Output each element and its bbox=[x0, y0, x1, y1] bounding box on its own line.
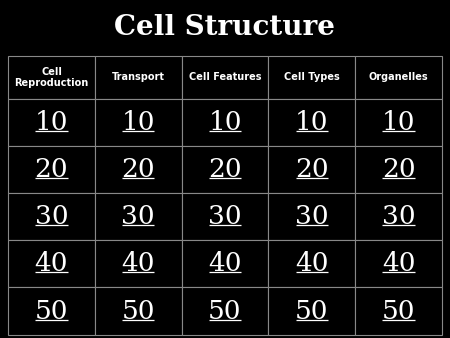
Text: Organelles: Organelles bbox=[369, 72, 428, 82]
Bar bbox=[268, 56, 355, 99]
Bar bbox=[95, 146, 182, 193]
Text: 30: 30 bbox=[35, 204, 68, 229]
Text: 20: 20 bbox=[35, 157, 68, 182]
Text: 40: 40 bbox=[382, 251, 415, 276]
Bar bbox=[268, 240, 355, 288]
Text: Cell Structure: Cell Structure bbox=[114, 14, 336, 41]
Text: 50: 50 bbox=[382, 298, 415, 323]
Bar bbox=[268, 288, 355, 335]
Text: Transport: Transport bbox=[112, 72, 165, 82]
Bar bbox=[8, 99, 95, 146]
Text: 50: 50 bbox=[122, 298, 155, 323]
Bar bbox=[182, 193, 268, 240]
Text: 30: 30 bbox=[208, 204, 242, 229]
Text: 30: 30 bbox=[122, 204, 155, 229]
Bar bbox=[95, 99, 182, 146]
Text: 20: 20 bbox=[295, 157, 328, 182]
Text: 50: 50 bbox=[295, 298, 328, 323]
Bar bbox=[182, 146, 268, 193]
Bar bbox=[8, 146, 95, 193]
Bar bbox=[182, 56, 268, 99]
Bar bbox=[355, 193, 442, 240]
Text: 10: 10 bbox=[295, 110, 328, 135]
Bar bbox=[355, 240, 442, 288]
Text: Cell Types: Cell Types bbox=[284, 72, 340, 82]
Bar bbox=[8, 193, 95, 240]
Bar bbox=[95, 240, 182, 288]
Bar bbox=[355, 99, 442, 146]
Text: 10: 10 bbox=[208, 110, 242, 135]
Bar bbox=[355, 288, 442, 335]
Text: 30: 30 bbox=[382, 204, 415, 229]
Text: 10: 10 bbox=[382, 110, 415, 135]
Bar bbox=[95, 56, 182, 99]
Text: 50: 50 bbox=[35, 298, 68, 323]
Bar bbox=[95, 193, 182, 240]
Bar bbox=[355, 56, 442, 99]
Text: 20: 20 bbox=[382, 157, 415, 182]
Text: 50: 50 bbox=[208, 298, 242, 323]
Text: 10: 10 bbox=[35, 110, 68, 135]
Text: 40: 40 bbox=[35, 251, 68, 276]
Text: 40: 40 bbox=[295, 251, 328, 276]
Bar bbox=[355, 146, 442, 193]
Text: 40: 40 bbox=[208, 251, 242, 276]
Bar bbox=[268, 146, 355, 193]
Bar bbox=[268, 99, 355, 146]
Bar bbox=[182, 288, 268, 335]
Bar bbox=[8, 288, 95, 335]
Text: 20: 20 bbox=[122, 157, 155, 182]
Text: Cell
Reproduction: Cell Reproduction bbox=[14, 67, 89, 88]
Text: 10: 10 bbox=[122, 110, 155, 135]
Text: 30: 30 bbox=[295, 204, 328, 229]
Text: 20: 20 bbox=[208, 157, 242, 182]
Bar bbox=[8, 56, 95, 99]
Bar bbox=[182, 240, 268, 288]
Text: Cell Features: Cell Features bbox=[189, 72, 261, 82]
Bar bbox=[95, 288, 182, 335]
Bar bbox=[182, 99, 268, 146]
Text: 40: 40 bbox=[122, 251, 155, 276]
Bar bbox=[268, 193, 355, 240]
Bar bbox=[8, 240, 95, 288]
